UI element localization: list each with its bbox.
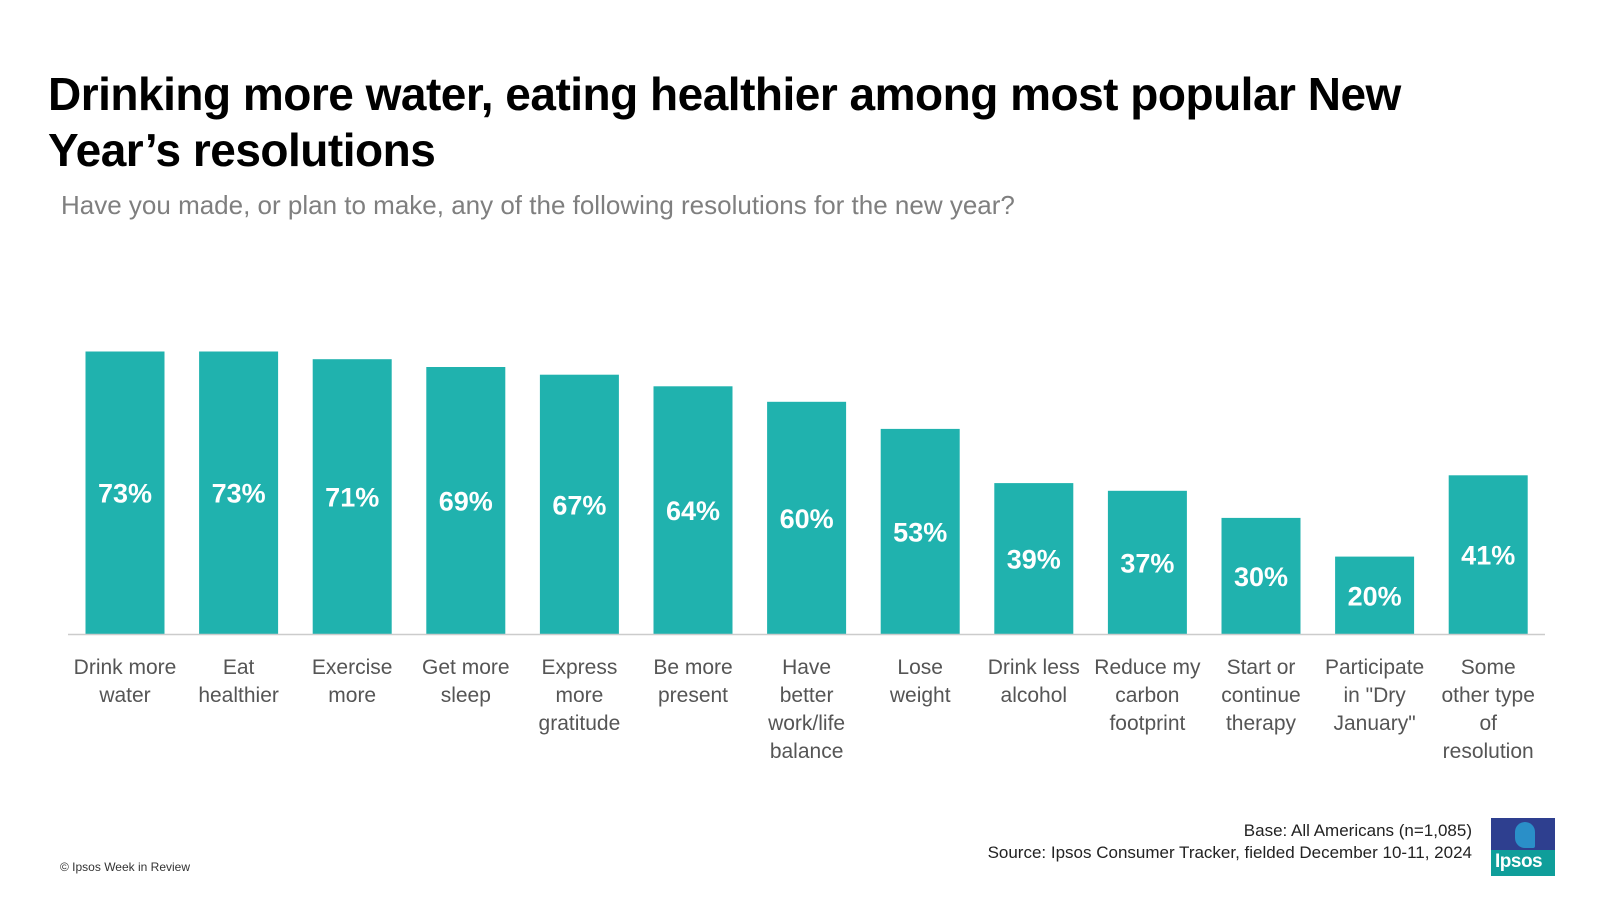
category-label-8: Drink less alcohol — [988, 656, 1080, 707]
bar-value-label-8: 39% — [1007, 545, 1061, 575]
category-label-5: Be more present — [653, 656, 732, 707]
category-label-10: Start or continue therapy — [1221, 656, 1300, 735]
copyright-note: © Ipsos Week in Review — [60, 860, 191, 874]
base-note: Base: All Americans (n=1,085) — [1243, 821, 1472, 840]
category-label-3: Get more sleep — [422, 656, 510, 707]
logo-wordmark: Ipsos — [1495, 851, 1543, 872]
source-block: Base: All Americans (n=1,085) Source: Ip… — [988, 820, 1472, 864]
bar-value-label-12: 41% — [1461, 541, 1515, 571]
bar-value-label-2: 71% — [325, 483, 379, 513]
bar-chart: 73% Drink more water 73% Eat healthier 71% Exer… — [68, 351, 1545, 763]
bar-12 — [1448, 475, 1528, 634]
source-note: Source: Ipsos Consumer Tracker, fielded … — [987, 843, 1472, 862]
bar-value-label-6: 60% — [780, 504, 834, 534]
bar-4 — [539, 374, 619, 634]
category-label-11: Participate in "Dry January" — [1325, 656, 1424, 735]
category-label-12: Some other type of resolution — [1441, 656, 1534, 763]
bar-value-label-5: 64% — [666, 496, 720, 526]
bar-7 — [880, 428, 960, 634]
bar-0 — [85, 351, 165, 634]
bar-value-label-1: 73% — [212, 479, 266, 509]
bar-9 — [1107, 490, 1187, 634]
bar-value-label-11: 20% — [1348, 581, 1402, 611]
bar-5 — [653, 386, 733, 634]
bar-3 — [426, 367, 506, 634]
bar-value-label-0: 73% — [98, 479, 152, 509]
category-label-4: Express more gratitude — [539, 656, 621, 735]
chart-title: Drinking more water, eating healthier am… — [48, 68, 1401, 176]
bar-2 — [312, 359, 392, 634]
category-label-0: Drink more water — [74, 656, 177, 707]
category-label-9: Reduce my carbon footprint — [1094, 656, 1201, 735]
bar-value-label-3: 69% — [439, 487, 493, 517]
bar-value-label-7: 53% — [893, 517, 947, 547]
category-label-1: Eat healthier — [198, 656, 279, 707]
ipsos-logo: Ipsos — [1491, 818, 1555, 876]
bar-1 — [199, 351, 279, 634]
logo-head-icon — [1515, 822, 1535, 848]
bar-value-label-9: 37% — [1120, 548, 1174, 578]
bar-8 — [994, 483, 1074, 634]
bar-6 — [767, 401, 847, 634]
bar-value-label-10: 30% — [1234, 562, 1288, 592]
category-label-6: Have better work/life balance — [767, 656, 845, 763]
bar-value-label-4: 67% — [552, 490, 606, 520]
category-label-2: Exercise more — [312, 656, 393, 707]
category-label-7: Lose weight — [889, 656, 951, 707]
bar-10 — [1221, 517, 1301, 634]
chart-subtitle: Have you made, or plan to make, any of t… — [61, 190, 1015, 220]
bar-11 — [1335, 556, 1415, 634]
